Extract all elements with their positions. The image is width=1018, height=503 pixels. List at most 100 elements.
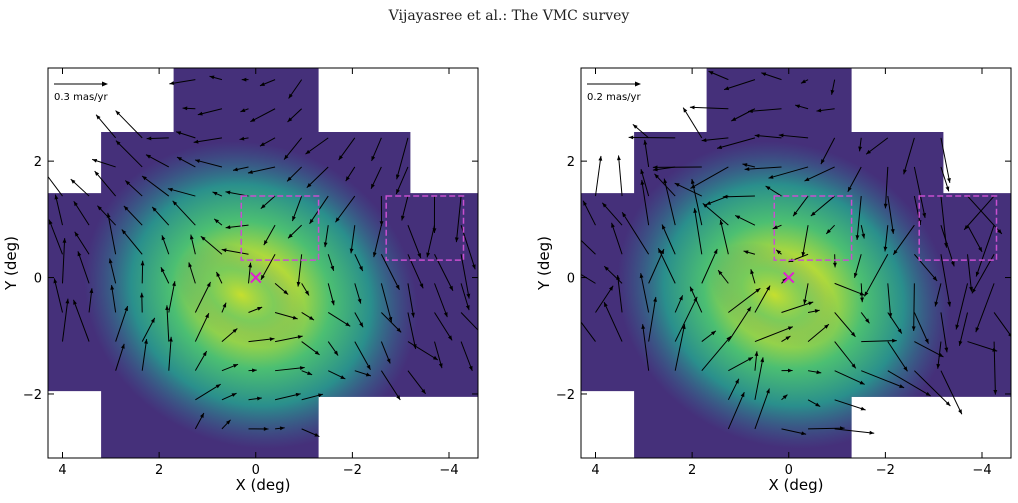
pm-arrow: [455, 196, 462, 243]
pm-arrow-head: [200, 236, 206, 241]
pm-arrow-head: [115, 110, 121, 116]
pm-arrow-head: [658, 248, 663, 254]
pm-arrow-head: [263, 427, 269, 431]
pm-arrow-head: [345, 322, 351, 327]
pm-arrow: [887, 283, 892, 318]
pm-arrow: [617, 275, 623, 313]
pm-arrow: [856, 196, 862, 240]
pm-arrow-head: [903, 169, 907, 175]
y-tick-label: −2: [556, 388, 575, 403]
pm-arrow-head: [883, 203, 888, 209]
pm-arrow: [903, 137, 915, 175]
pm-arrow-head: [318, 393, 323, 398]
pm-arrow-head: [411, 312, 415, 318]
pm-arrow-head: [307, 371, 313, 375]
pm-arrow: [141, 338, 148, 371]
pm-arrow: [728, 287, 761, 313]
pm-arrow-head: [801, 431, 807, 436]
x-axis-label: X (deg): [768, 476, 823, 494]
pm-arrow-head: [815, 402, 821, 407]
pm-arrow: [595, 285, 614, 313]
pm-arrow: [861, 340, 897, 343]
pm-arrow-head: [640, 169, 645, 175]
pm-arrow-head: [233, 364, 239, 368]
pm-arrow-head: [269, 337, 275, 342]
pm-arrow-head: [395, 284, 400, 290]
pm-arrow-head: [146, 136, 152, 141]
pm-arrow-head: [221, 248, 227, 253]
pm-arrow-head: [859, 380, 865, 385]
pm-arrow-head: [772, 225, 778, 229]
pm-arrow: [913, 283, 915, 332]
pm-arrow-head: [247, 170, 253, 174]
pm-arrow: [274, 335, 303, 343]
pm-arrow-head: [708, 71, 714, 75]
pm-arrow-head: [176, 131, 182, 136]
pm-arrow: [373, 225, 382, 258]
pm-arrow-head: [287, 176, 292, 182]
pm-arrow: [955, 283, 969, 330]
pm-arrow-head: [388, 316, 393, 322]
pm-arrow: [121, 229, 143, 255]
pm-arrow: [913, 312, 929, 344]
pm-arrow-head: [239, 136, 245, 141]
pm-arrow-head: [454, 237, 459, 243]
pm-arrow-head: [306, 183, 312, 188]
pm-arrow-head: [288, 93, 293, 99]
pm-arrow-head: [73, 299, 77, 305]
pm-arrow-head: [283, 289, 289, 295]
pm-arrow-head: [202, 351, 207, 357]
pm-arrow: [967, 224, 983, 253]
pm-arrow: [744, 166, 782, 170]
pm-arrow-head: [945, 186, 950, 192]
pm-arrow-head: [662, 224, 666, 230]
pm-arrow-head: [395, 174, 400, 180]
pm-arrow-head: [922, 212, 927, 218]
pm-arrow: [975, 283, 995, 333]
pm-arrow: [194, 159, 223, 168]
pm-arrow-head: [602, 202, 607, 208]
pm-arrow: [247, 166, 276, 174]
pm-arrow-head: [958, 409, 962, 415]
pm-arrow-head: [860, 297, 864, 303]
pm-arrow: [754, 326, 794, 343]
pm-arrow: [958, 312, 969, 346]
pm-arrow-head: [115, 140, 121, 146]
pm-arrow: [395, 166, 409, 195]
pm-arrow-head: [598, 155, 603, 161]
pm-arrow: [53, 278, 63, 313]
pm-arrow-head: [936, 363, 941, 369]
pm-arrow: [892, 224, 915, 255]
pm-arrow: [689, 106, 729, 110]
pm-arrow-head: [750, 269, 754, 275]
pm-arrow: [887, 370, 931, 397]
pm-arrow-head: [48, 219, 53, 225]
pm-arrow-head: [711, 330, 716, 336]
pm-arrow: [781, 301, 814, 313]
pm-arrow-head: [654, 173, 660, 179]
pm-arrow: [701, 248, 718, 284]
pm-arrow-head: [214, 218, 219, 224]
pm-arrow: [690, 166, 729, 189]
pm-arrow-head: [366, 364, 371, 370]
pm-arrow-head: [295, 392, 301, 397]
pm-arrow: [61, 298, 69, 342]
pm-arrow: [581, 239, 596, 255]
pm-arrow-head: [206, 282, 211, 287]
pm-arrow-head: [165, 305, 170, 311]
pm-arrow-head: [744, 167, 750, 171]
pm-arrow-head: [735, 378, 739, 384]
pm-arrow: [913, 166, 926, 218]
pm-arrow-head: [176, 157, 182, 161]
pm-arrow-head: [865, 318, 870, 324]
pm-arrow: [611, 222, 623, 255]
pm-arrow-head: [443, 312, 448, 318]
pm-arrow: [305, 137, 329, 155]
pm-arrow-head: [250, 117, 256, 122]
pm-arrow-head: [145, 154, 151, 159]
pm-arrow: [727, 306, 752, 342]
pm-arrow-head: [690, 286, 694, 292]
pm-arrow-head: [958, 340, 963, 346]
pm-arrow: [641, 179, 650, 226]
pm-arrow: [887, 341, 908, 372]
